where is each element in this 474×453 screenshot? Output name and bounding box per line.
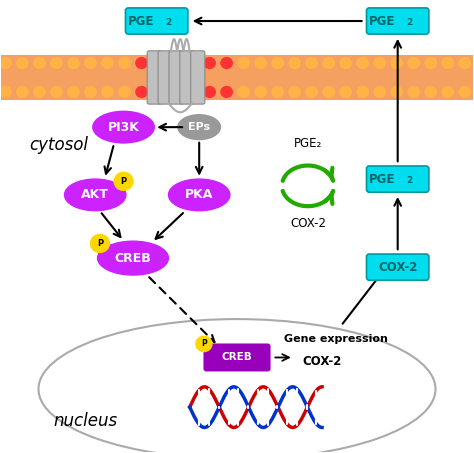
- Circle shape: [119, 58, 130, 68]
- Circle shape: [340, 87, 351, 97]
- Circle shape: [442, 87, 454, 97]
- Circle shape: [374, 58, 385, 68]
- Circle shape: [51, 87, 62, 97]
- Circle shape: [51, 58, 62, 68]
- Ellipse shape: [98, 241, 168, 275]
- Circle shape: [68, 87, 79, 97]
- Text: PKA: PKA: [185, 188, 213, 202]
- Circle shape: [34, 87, 45, 97]
- Text: CREB: CREB: [115, 251, 151, 265]
- FancyBboxPatch shape: [147, 51, 161, 104]
- Circle shape: [136, 87, 147, 97]
- Circle shape: [85, 58, 96, 68]
- Circle shape: [170, 87, 181, 97]
- Circle shape: [323, 58, 334, 68]
- Text: PI3K: PI3K: [108, 120, 139, 134]
- Text: nucleus: nucleus: [54, 412, 118, 430]
- Circle shape: [187, 58, 198, 68]
- Ellipse shape: [93, 111, 155, 143]
- FancyBboxPatch shape: [191, 51, 205, 104]
- Circle shape: [272, 58, 283, 68]
- Text: COX-2: COX-2: [290, 217, 326, 231]
- Circle shape: [221, 58, 232, 68]
- FancyBboxPatch shape: [366, 166, 429, 192]
- Circle shape: [272, 87, 283, 97]
- Text: COX-2: COX-2: [378, 260, 418, 274]
- Circle shape: [91, 234, 109, 252]
- Text: PGE: PGE: [369, 14, 395, 28]
- Circle shape: [391, 87, 402, 97]
- FancyBboxPatch shape: [158, 51, 172, 104]
- Circle shape: [374, 87, 385, 97]
- Circle shape: [102, 87, 113, 97]
- Text: Gene expression: Gene expression: [284, 334, 388, 344]
- Text: 2: 2: [406, 18, 413, 27]
- Text: EPs: EPs: [188, 122, 210, 132]
- Text: 2: 2: [165, 18, 172, 27]
- Text: P: P: [97, 239, 103, 248]
- Circle shape: [221, 87, 232, 97]
- Circle shape: [187, 87, 198, 97]
- Circle shape: [357, 58, 368, 68]
- Circle shape: [255, 87, 266, 97]
- Circle shape: [0, 87, 11, 97]
- Circle shape: [289, 58, 301, 68]
- FancyBboxPatch shape: [180, 51, 194, 104]
- Circle shape: [306, 87, 318, 97]
- Circle shape: [306, 58, 318, 68]
- Ellipse shape: [168, 179, 230, 211]
- Circle shape: [425, 87, 437, 97]
- Circle shape: [17, 87, 28, 97]
- Circle shape: [170, 58, 181, 68]
- FancyBboxPatch shape: [203, 343, 271, 371]
- FancyBboxPatch shape: [0, 55, 474, 100]
- Circle shape: [85, 87, 96, 97]
- Circle shape: [391, 58, 402, 68]
- Text: COX-2: COX-2: [302, 356, 342, 368]
- Text: P: P: [201, 339, 207, 348]
- Circle shape: [114, 172, 133, 190]
- Circle shape: [289, 87, 301, 97]
- Circle shape: [442, 58, 454, 68]
- FancyBboxPatch shape: [366, 8, 429, 34]
- Text: PGE: PGE: [128, 14, 155, 28]
- Text: 2: 2: [406, 176, 413, 185]
- Circle shape: [238, 58, 249, 68]
- Circle shape: [425, 58, 437, 68]
- Circle shape: [323, 87, 334, 97]
- Circle shape: [17, 58, 28, 68]
- Circle shape: [34, 58, 45, 68]
- Ellipse shape: [64, 179, 126, 211]
- FancyBboxPatch shape: [126, 8, 188, 34]
- Circle shape: [204, 87, 215, 97]
- Circle shape: [196, 336, 212, 352]
- Circle shape: [204, 58, 215, 68]
- Circle shape: [153, 58, 164, 68]
- FancyBboxPatch shape: [169, 51, 183, 104]
- Ellipse shape: [178, 115, 220, 140]
- Circle shape: [102, 58, 113, 68]
- FancyBboxPatch shape: [366, 254, 429, 280]
- Circle shape: [238, 87, 249, 97]
- Circle shape: [255, 58, 266, 68]
- Text: CREB: CREB: [222, 352, 252, 362]
- Text: AKT: AKT: [81, 188, 109, 202]
- Text: P: P: [120, 177, 127, 186]
- Circle shape: [408, 87, 419, 97]
- Circle shape: [459, 58, 471, 68]
- Circle shape: [153, 87, 164, 97]
- Circle shape: [68, 58, 79, 68]
- Circle shape: [459, 87, 471, 97]
- Circle shape: [119, 87, 130, 97]
- Circle shape: [357, 87, 368, 97]
- Text: PGE: PGE: [369, 173, 395, 186]
- Circle shape: [408, 58, 419, 68]
- Text: cytosol: cytosol: [29, 136, 88, 154]
- Circle shape: [136, 58, 147, 68]
- Circle shape: [0, 58, 11, 68]
- Circle shape: [340, 58, 351, 68]
- Text: PGE₂: PGE₂: [294, 137, 322, 150]
